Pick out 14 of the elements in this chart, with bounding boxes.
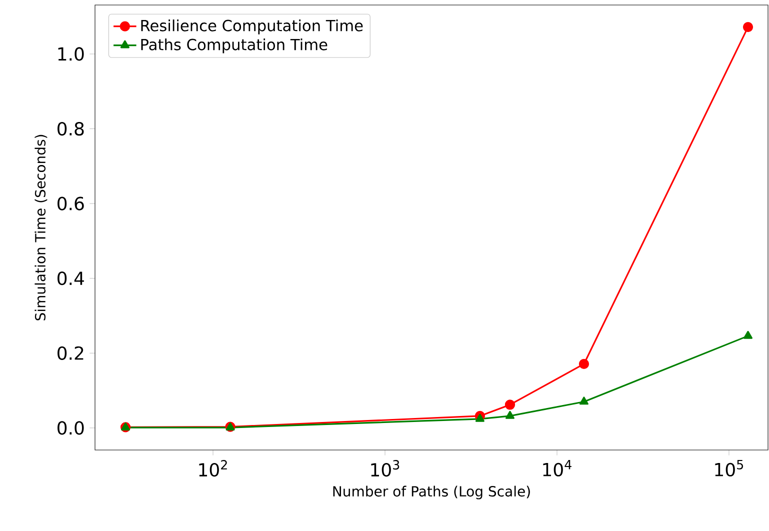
y-tick-label: 0.0 (58, 421, 84, 435)
y-tick-label: 0.2 (58, 346, 84, 360)
y-tick-label: 0.6 (58, 196, 84, 210)
x-tick-label: 10$^{3}$ (371, 460, 400, 477)
y-tick-label: 0.4 (58, 272, 84, 286)
legend-label: Paths Computation Time (141, 38, 328, 54)
x-tick-label: 10$^{2}$ (199, 460, 227, 477)
y-axis-title: Simulation Time (Seconds) (34, 134, 48, 320)
y-tick-label: 1.0 (58, 47, 84, 61)
x-axis-title: Number of Paths (Log Scale) (333, 486, 530, 500)
y-tick-label: 0.8 (58, 122, 84, 136)
x-tick-label: 10$^{5}$ (715, 460, 744, 476)
x-tick-label: 10$^{4}$ (543, 460, 572, 476)
legend-label: Resilience Computation Time (141, 19, 363, 34)
